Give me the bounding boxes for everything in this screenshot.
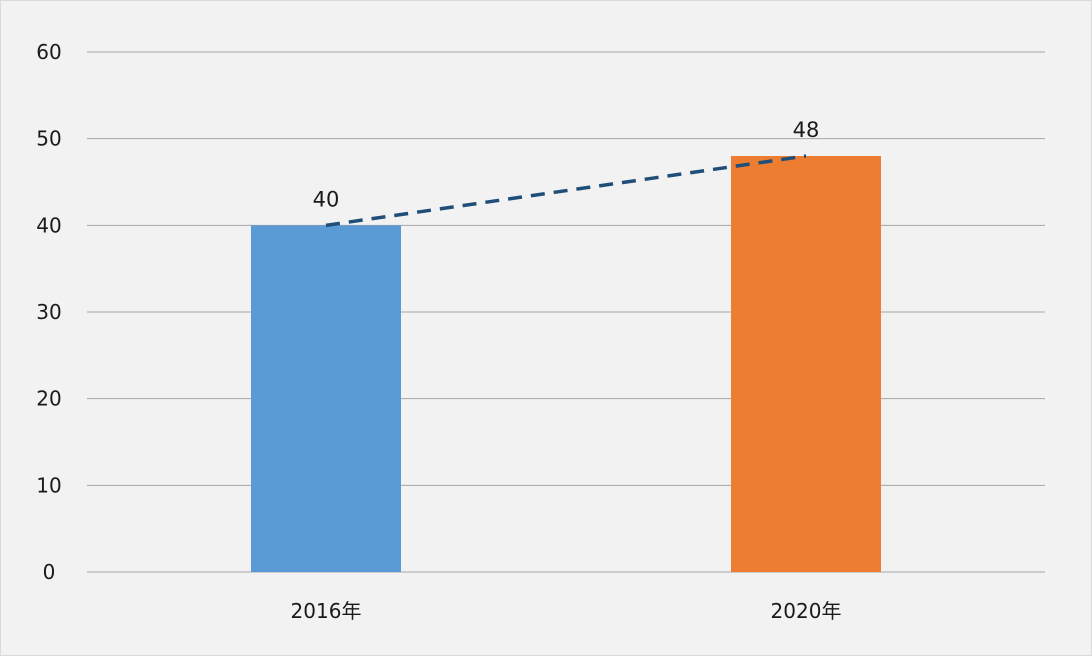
y-tick-label-20: 20 bbox=[36, 387, 61, 411]
bar-1 bbox=[731, 156, 881, 572]
y-tick-label-30: 30 bbox=[36, 300, 61, 324]
bars bbox=[251, 156, 881, 573]
x-tick-label-1: 2020年 bbox=[771, 599, 842, 623]
y-tick-label-10: 10 bbox=[36, 473, 61, 497]
bar-0 bbox=[251, 225, 401, 573]
trend-line bbox=[325, 154, 807, 228]
x-tick-label-0: 2016年 bbox=[291, 599, 362, 623]
y-tick-label-40: 40 bbox=[36, 213, 61, 237]
data-label-0: 40 bbox=[313, 187, 340, 211]
x-axis-tick-labels: 2016年 2020年 bbox=[291, 599, 842, 623]
y-axis-tick-labels: 0 10 20 30 40 50 60 bbox=[36, 40, 61, 584]
trend-line-layer bbox=[325, 154, 807, 228]
y-tick-label-0: 0 bbox=[43, 560, 56, 584]
y-tick-label-60: 60 bbox=[36, 40, 61, 64]
data-label-1: 48 bbox=[793, 118, 820, 142]
gridlines bbox=[87, 51, 1045, 573]
data-labels: 40 48 bbox=[313, 118, 820, 211]
y-tick-label-50: 50 bbox=[36, 127, 61, 151]
